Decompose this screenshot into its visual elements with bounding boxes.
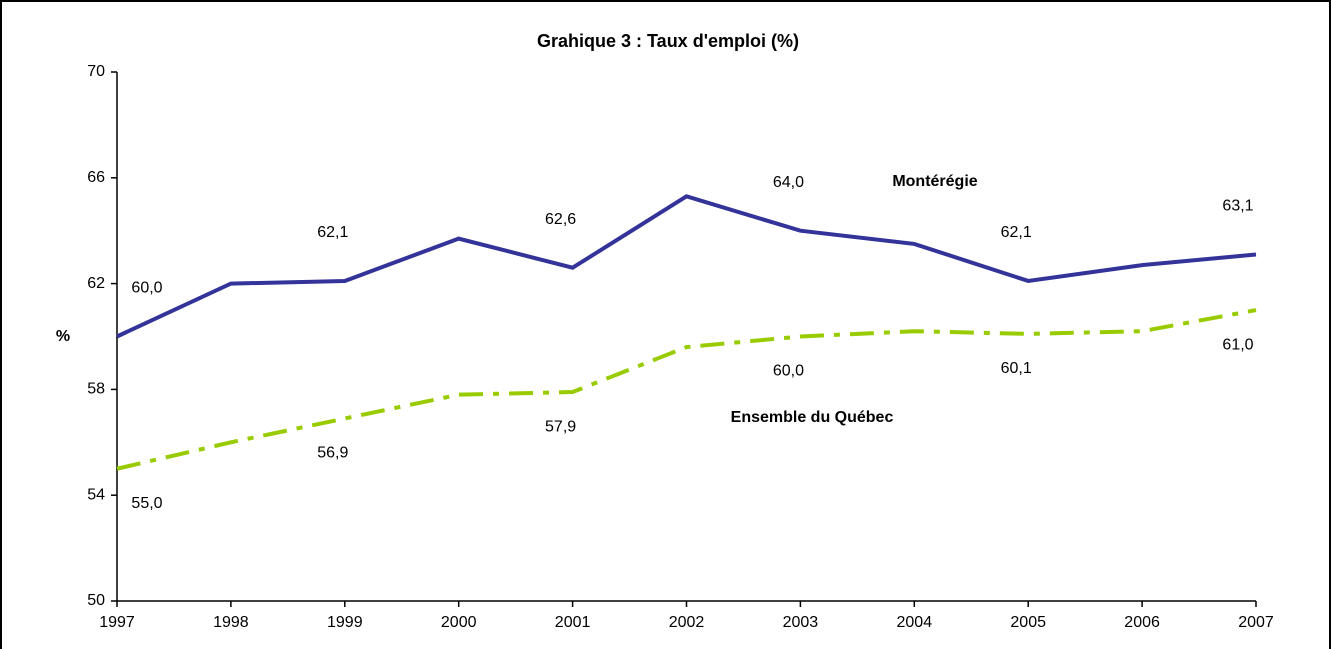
x-tick-label: 2006 — [1124, 614, 1160, 631]
y-tick-label: 54 — [87, 486, 105, 503]
data-label: 60,0 — [131, 280, 162, 297]
chart-title: Grahique 3 : Taux d'emploi (%) — [537, 31, 799, 51]
series-name: Ensemble du Québec — [731, 409, 894, 426]
y-tick-label: 58 — [87, 381, 105, 398]
x-tick-label: 2004 — [897, 614, 933, 631]
data-label: 64,0 — [773, 174, 804, 191]
y-tick-label: 66 — [87, 169, 105, 186]
series-line — [116, 308, 1257, 471]
data-label: 61,0 — [1222, 336, 1253, 353]
x-tick-label: 2000 — [441, 614, 477, 631]
data-label: 60,0 — [773, 363, 804, 380]
series-line — [116, 194, 1257, 339]
x-tick-label: 1999 — [327, 614, 363, 631]
data-label: 62,1 — [1001, 224, 1032, 241]
data-label: 60,1 — [1001, 360, 1032, 377]
y-tick-label: 62 — [87, 275, 105, 292]
x-tick-label: 2007 — [1238, 614, 1274, 631]
data-label: 63,1 — [1222, 198, 1253, 215]
x-tick-label: 2003 — [783, 614, 819, 631]
x-tick-label: 1997 — [99, 614, 135, 631]
series-name: Montérégie — [892, 173, 977, 190]
y-tick-label: 70 — [87, 63, 105, 80]
data-label: 62,6 — [545, 211, 576, 228]
x-tick-label: 2005 — [1010, 614, 1046, 631]
data-label: 57,9 — [545, 418, 576, 435]
y-axis-label: % — [56, 328, 70, 345]
data-label: 56,9 — [317, 445, 348, 462]
x-tick-label: 1998 — [213, 614, 249, 631]
x-tick-label: 2002 — [669, 614, 705, 631]
x-tick-label: 2001 — [555, 614, 591, 631]
data-label: 55,0 — [131, 495, 162, 512]
data-label: 62,1 — [317, 224, 348, 241]
y-tick-label: 50 — [87, 592, 105, 609]
